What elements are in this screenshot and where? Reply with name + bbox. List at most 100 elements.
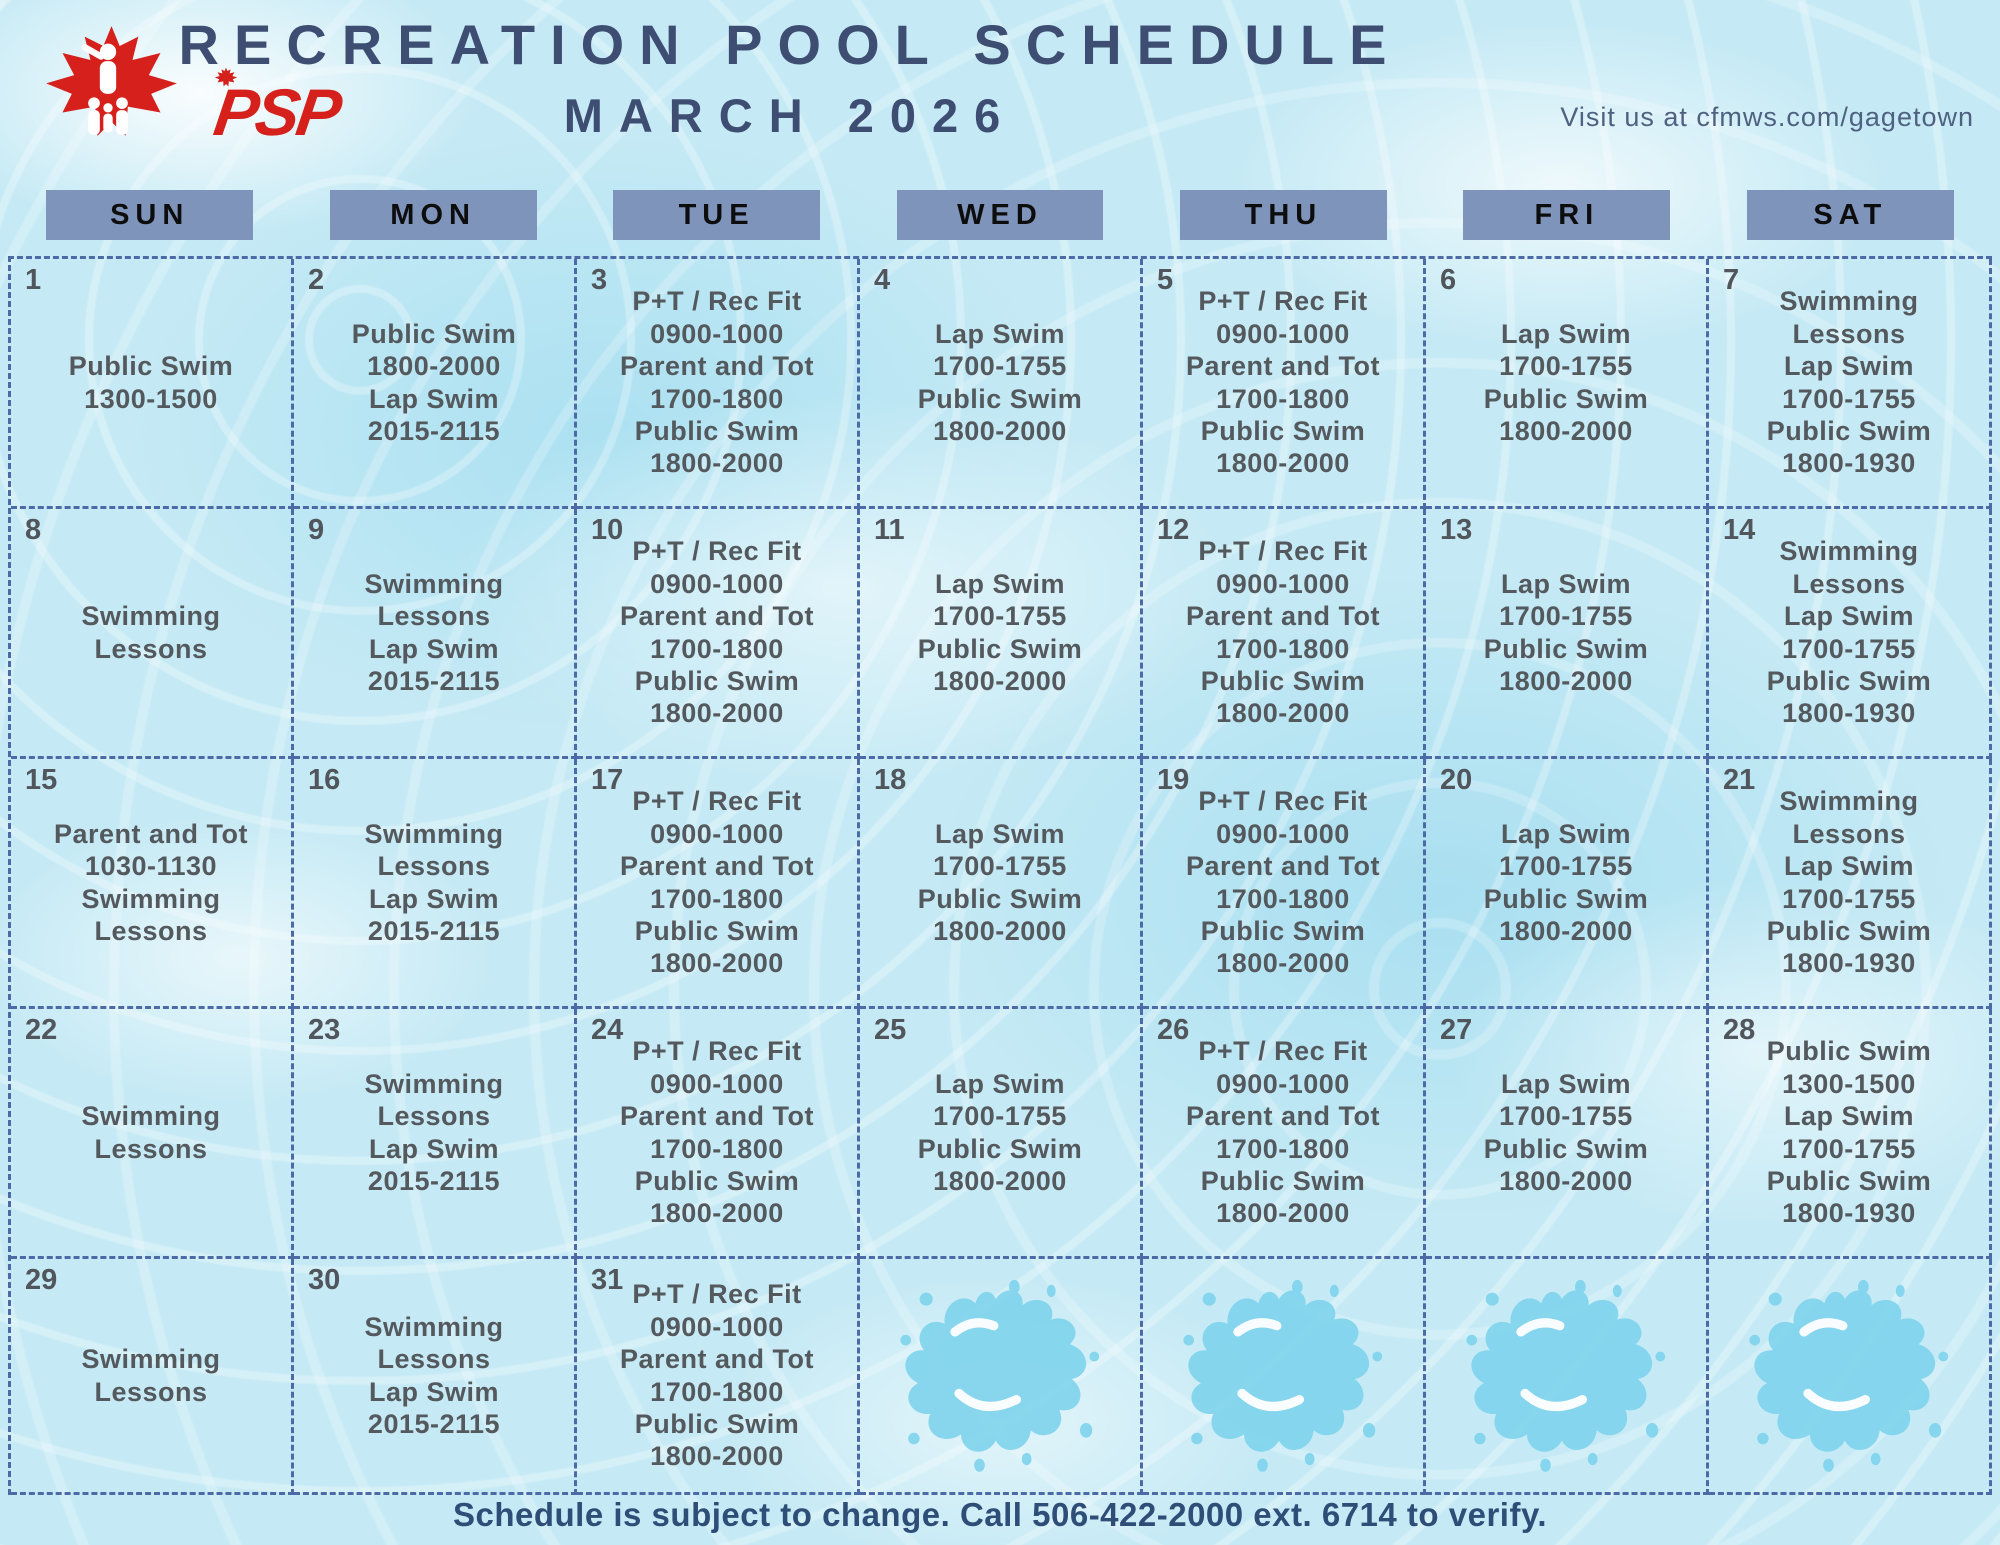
- day-schedule: P+T / Rec Fit 0900-1000 Parent and Tot 1…: [619, 536, 814, 729]
- day-schedule: [1709, 1259, 1989, 1492]
- day-number: 10: [591, 514, 624, 546]
- water-splash-icon: [1749, 1279, 1949, 1472]
- logo-group: PSP: [24, 22, 343, 149]
- calendar-day-cell: 18 Lap Swim 1700-1755 Public Swim 1800-2…: [860, 759, 1143, 1009]
- calendar-day-cell: 26 P+T / Rec Fit 0900-1000 Parent and To…: [1143, 1009, 1426, 1259]
- day-schedule: Public Swim 1800-2000 Lap Swim 2015-2115: [351, 318, 517, 446]
- day-number: 22: [25, 1014, 58, 1046]
- day-number: 21: [1723, 764, 1756, 796]
- day-number: 30: [308, 1264, 341, 1296]
- day-schedule: P+T / Rec Fit 0900-1000 Parent and Tot 1…: [619, 786, 814, 979]
- weekday-header-fri: FRI: [1463, 190, 1671, 240]
- water-splash-icon: [900, 1279, 1100, 1472]
- calendar-day-cell: 12 P+T / Rec Fit 0900-1000 Parent and To…: [1143, 509, 1426, 759]
- day-schedule: Swimming Lessons Lap Swim 2015-2115: [364, 1068, 504, 1196]
- day-number: 27: [1440, 1014, 1473, 1046]
- calendar-day-cell: 24 P+T / Rec Fit 0900-1000 Parent and To…: [577, 1009, 860, 1259]
- maple-leaf-people-logo: [46, 26, 177, 136]
- weekday-header-mon: MON: [329, 190, 537, 240]
- visit-url-text: Visit us at cfmws.com/gagetown: [1560, 102, 1974, 132]
- day-number: 11: [874, 514, 905, 546]
- calendar-day-cell: 9 Swimming Lessons Lap Swim 2015-2115: [294, 509, 577, 759]
- calendar-day-cell: 23 Swimming Lessons Lap Swim 2015-2115: [294, 1009, 577, 1259]
- day-schedule: P+T / Rec Fit 0900-1000 Parent and Tot 1…: [1185, 786, 1380, 979]
- calendar-day-cell: 10 P+T / Rec Fit 0900-1000 Parent and To…: [577, 509, 860, 759]
- day-schedule: Swimming Lessons Lap Swim 1700-1755 Publ…: [1766, 536, 1932, 729]
- people-silhouettes: [81, 43, 128, 135]
- day-schedule: Lap Swim 1700-1755 Public Swim 1800-2000: [1483, 1068, 1649, 1196]
- calendar-day-cell: [1426, 1259, 1709, 1495]
- day-number: 23: [308, 1014, 341, 1046]
- calendar-day-cell: 7 Swimming Lessons Lap Swim 1700-1755 Pu…: [1709, 259, 1992, 509]
- calendar-day-cell: 30 Swimming Lessons Lap Swim 2015-2115: [294, 1259, 577, 1495]
- day-schedule: Lap Swim 1700-1755 Public Swim 1800-2000: [917, 818, 1083, 946]
- day-number: 8: [25, 514, 42, 546]
- day-schedule: Swimming Lessons Lap Swim 2015-2115: [364, 1311, 504, 1439]
- day-number: 16: [308, 764, 341, 796]
- day-schedule: P+T / Rec Fit 0900-1000 Parent and Tot 1…: [619, 286, 814, 479]
- day-schedule: P+T / Rec Fit 0900-1000 Parent and Tot 1…: [619, 1279, 814, 1472]
- day-schedule: Lap Swim 1700-1755 Public Swim 1800-2000: [1483, 568, 1649, 696]
- day-number: 24: [591, 1014, 624, 1046]
- calendar-day-cell: 6 Lap Swim 1700-1755 Public Swim 1800-20…: [1426, 259, 1709, 509]
- day-schedule: P+T / Rec Fit 0900-1000 Parent and Tot 1…: [1185, 286, 1380, 479]
- calendar-day-cell: 31 P+T / Rec Fit 0900-1000 Parent and To…: [577, 1259, 860, 1495]
- day-number: 6: [1440, 264, 1457, 296]
- day-number: 19: [1157, 764, 1190, 796]
- day-schedule: Parent and Tot 1030-1130 Swimming Lesson…: [53, 818, 248, 946]
- day-schedule: Lap Swim 1700-1755 Public Swim 1800-2000: [1483, 818, 1649, 946]
- day-schedule: Swimming Lessons Lap Swim 1700-1755 Publ…: [1766, 286, 1932, 479]
- calendar-day-cell: 25 Lap Swim 1700-1755 Public Swim 1800-2…: [860, 1009, 1143, 1259]
- day-schedule: [1426, 1259, 1706, 1492]
- day-schedule: Swimming Lessons Lap Swim 2015-2115: [364, 818, 504, 946]
- calendar-day-cell: 22 Swimming Lessons: [11, 1009, 294, 1259]
- calendar-day-cell: 4 Lap Swim 1700-1755 Public Swim 1800-20…: [860, 259, 1143, 509]
- calendar-day-cell: [1143, 1259, 1426, 1495]
- day-number: 25: [874, 1014, 907, 1046]
- day-number: 5: [1157, 264, 1174, 296]
- calendar-day-cell: 2 Public Swim 1800-2000 Lap Swim 2015-21…: [294, 259, 577, 509]
- water-splash-icon: [1183, 1279, 1383, 1472]
- calendar-day-cell: 16 Swimming Lessons Lap Swim 2015-2115: [294, 759, 577, 1009]
- calendar-day-cell: 3 P+T / Rec Fit 0900-1000 Parent and Tot…: [577, 259, 860, 509]
- weekday-header-sat: SAT: [1746, 190, 1954, 240]
- calendar-day-cell: 17 P+T / Rec Fit 0900-1000 Parent and To…: [577, 759, 860, 1009]
- weekday-header-sun: SUN: [46, 190, 254, 240]
- calendar-day-cell: [860, 1259, 1143, 1495]
- calendar-day-cell: 13 Lap Swim 1700-1755 Public Swim 1800-2…: [1426, 509, 1709, 759]
- calendar-day-cell: 27 Lap Swim 1700-1755 Public Swim 1800-2…: [1426, 1009, 1709, 1259]
- calendar-day-cell: 21 Swimming Lessons Lap Swim 1700-1755 P…: [1709, 759, 1992, 1009]
- day-schedule: Swimming Lessons Lap Swim 2015-2115: [364, 568, 504, 696]
- day-schedule: P+T / Rec Fit 0900-1000 Parent and Tot 1…: [1185, 536, 1380, 729]
- weekday-header-row: SUN MON TUE WED THU FRI SAT: [8, 190, 1992, 240]
- day-schedule: [1143, 1259, 1423, 1492]
- calendar-day-cell: 11 Lap Swim 1700-1755 Public Swim 1800-2…: [860, 509, 1143, 759]
- day-schedule: Swimming Lessons: [81, 1344, 221, 1407]
- day-schedule: Swimming Lessons: [81, 601, 221, 664]
- day-number: 31: [591, 1264, 624, 1296]
- day-schedule: Swimming Lessons: [81, 1101, 221, 1164]
- day-number: 9: [308, 514, 325, 546]
- day-number: 4: [874, 264, 891, 296]
- calendar-day-cell: 8 Swimming Lessons: [11, 509, 294, 759]
- day-schedule: P+T / Rec Fit 0900-1000 Parent and Tot 1…: [1185, 1036, 1380, 1229]
- calendar-day-cell: 20 Lap Swim 1700-1755 Public Swim 1800-2…: [1426, 759, 1709, 1009]
- day-schedule: Public Swim 1300-1500 Lap Swim 1700-1755…: [1766, 1036, 1932, 1229]
- day-number: 3: [591, 264, 608, 296]
- psp-logo: PSP: [210, 58, 343, 149]
- day-schedule: Lap Swim 1700-1755 Public Swim 1800-2000: [917, 1068, 1083, 1196]
- day-number: 29: [25, 1264, 58, 1296]
- day-number: 26: [1157, 1014, 1190, 1046]
- calendar-day-cell: 1 Public Swim 1300-1500: [11, 259, 294, 509]
- day-number: 15: [25, 764, 58, 796]
- calendar-day-cell: 29 Swimming Lessons: [11, 1259, 294, 1495]
- page-title: RECREATION POOL SCHEDULE: [178, 13, 1402, 76]
- weekday-header-wed: WED: [896, 190, 1104, 240]
- day-schedule: Lap Swim 1700-1755 Public Swim 1800-2000: [1483, 318, 1649, 446]
- day-number: 2: [308, 264, 325, 296]
- day-schedule: Public Swim 1300-1500: [68, 351, 234, 414]
- calendar-day-cell: 28 Public Swim 1300-1500 Lap Swim 1700-1…: [1709, 1009, 1992, 1259]
- footer-notice: Schedule is subject to change. Call 506-…: [452, 1496, 1548, 1533]
- day-schedule: Lap Swim 1700-1755 Public Swim 1800-2000: [917, 568, 1083, 696]
